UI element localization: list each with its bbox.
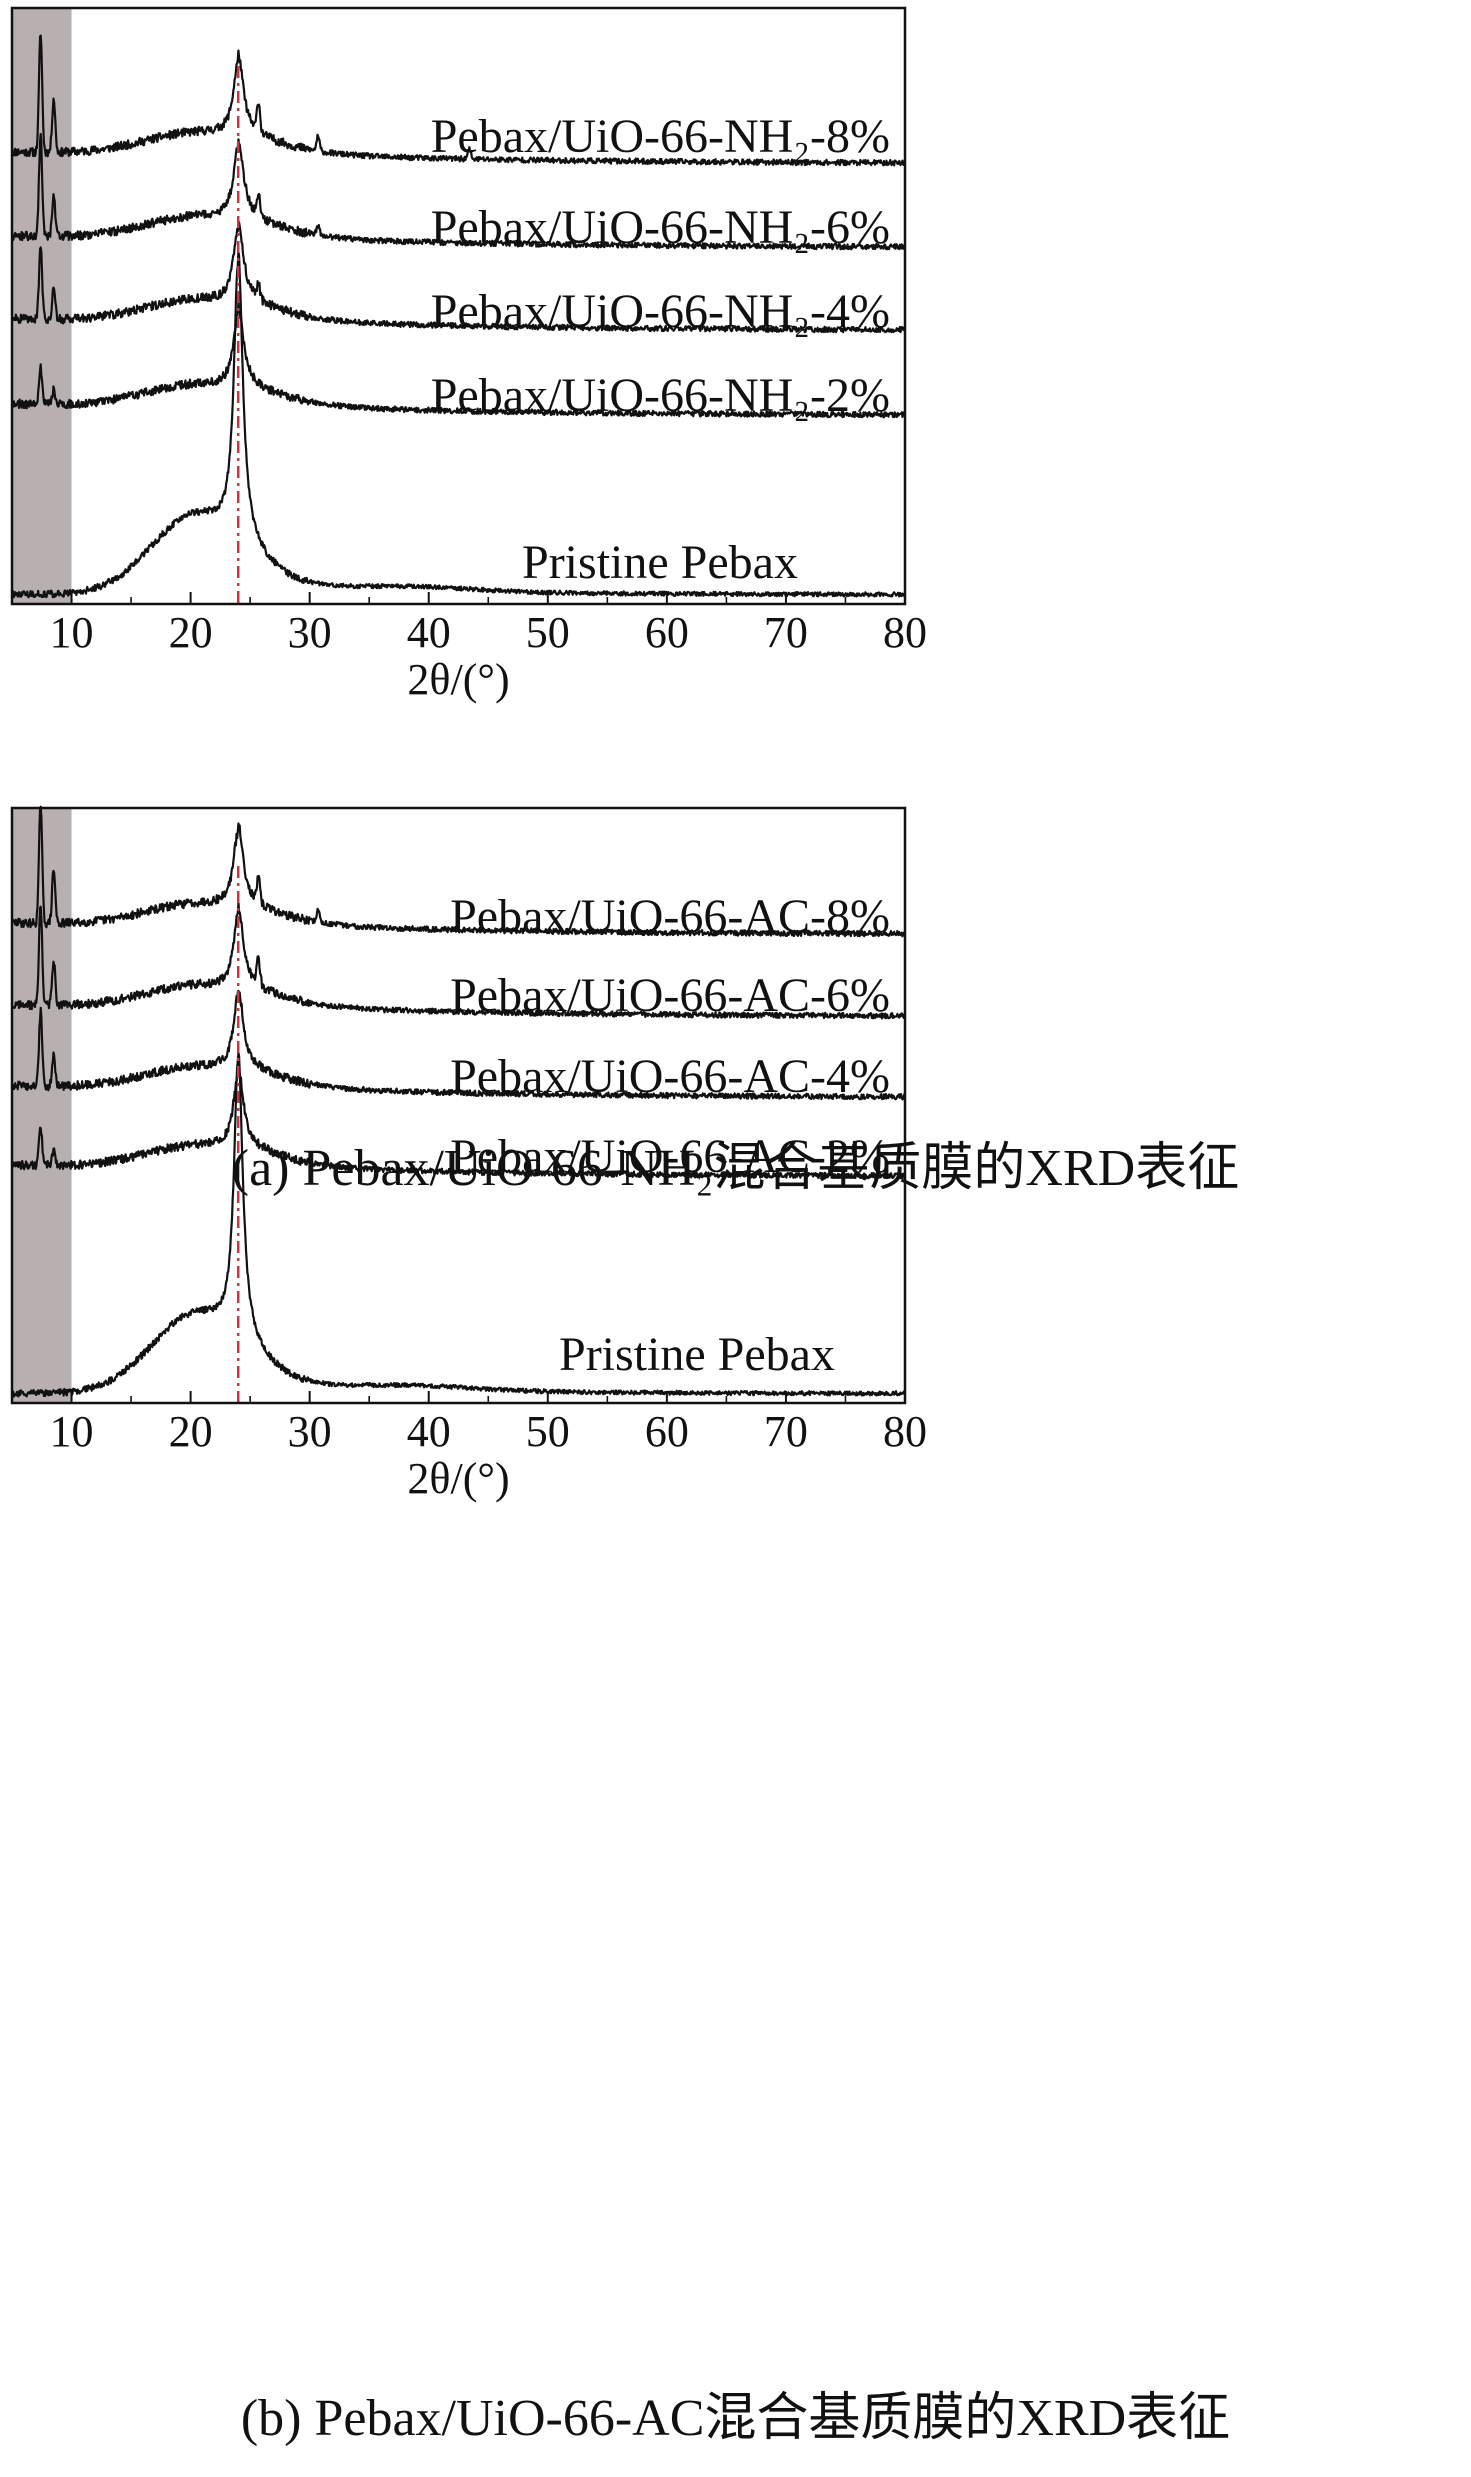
x-tick-label: 70 [764, 608, 808, 657]
series-label-4pct: Pebax/UiO-66-AC-4% [450, 1050, 890, 1103]
plot-frame [10, 6, 907, 606]
x-axis-label: 2θ/(°) [407, 1454, 509, 1503]
xrd-trace-pristine [10, 1051, 907, 1398]
series-label-6pct: Pebax/UiO-66-NH₂-6% [431, 201, 890, 254]
caption-b: (b) Pebax/UiO-66-AC混合基质膜的XRD表征 [240, 2390, 1231, 2447]
x-tick-label: 50 [526, 608, 570, 657]
xrd-trace-pristine [10, 250, 907, 599]
x-tick-label: 20 [169, 1407, 213, 1456]
x-tick-label: 60 [645, 608, 689, 657]
xrd-trace-8pct [10, 805, 906, 938]
xrd-trace-6pct [10, 902, 906, 1020]
plot-frame [10, 806, 907, 1405]
series-label-pristine: Pristine Pebax [559, 1328, 835, 1381]
x-tick-label: 80 [883, 1407, 927, 1456]
x-tick-label: 20 [169, 608, 213, 657]
x-tick-label: 80 [883, 608, 927, 657]
x-tick-label: 30 [288, 1407, 332, 1456]
panel-a: 10 20 30 40 50 60 70 80 2θ/(°) Pebax/UiO-66-NH₂-8… [10, 6, 927, 704]
caption-a: (a) Pebax/UiO-66-NH₂混合基质膜的XRD表征 [231, 1140, 1240, 1197]
xrd-trace-4pct [10, 220, 906, 334]
series-label-2pct: Pebax/UiO-66-NH₂-2% [431, 369, 890, 422]
x-tick-label: 60 [645, 1407, 689, 1456]
series-label-8pct: Pebax/UiO-66-NH₂-8% [431, 110, 890, 163]
shaded-region [12, 808, 72, 1403]
series-label-pristine: Pristine Pebax [522, 536, 798, 589]
x-tick-label: 40 [407, 1407, 451, 1456]
xrd-trace-4pct [10, 989, 907, 1101]
xrd-trace-2pct [10, 301, 907, 419]
x-tick-label: 40 [407, 608, 451, 657]
series-label-8pct: Pebax/UiO-66-AC-8% [450, 890, 890, 943]
xrd-trace-2pct [10, 1063, 907, 1180]
x-tick-label: 70 [764, 1407, 808, 1456]
series-label-4pct: Pebax/UiO-66-NH₂-4% [431, 285, 890, 338]
xrd-trace-6pct [10, 132, 907, 251]
x-tick-label: 50 [526, 1407, 570, 1456]
series-label-2pct: Pebax/UiO-66-AC-2% [450, 1130, 890, 1183]
xrd-trace-8pct [11, 34, 907, 167]
panel-b: 10 20 30 40 50 60 70 80 2θ/(°) Pebax/UiO-66-AC-8%… [10, 805, 927, 1503]
series-label-6pct: Pebax/UiO-66-AC-6% [450, 969, 890, 1022]
x-tick-label: 10 [50, 1407, 94, 1456]
x-tick-label: 30 [288, 608, 332, 657]
x-tick-label: 10 [50, 608, 94, 657]
x-axis-label: 2θ/(°) [407, 655, 509, 704]
